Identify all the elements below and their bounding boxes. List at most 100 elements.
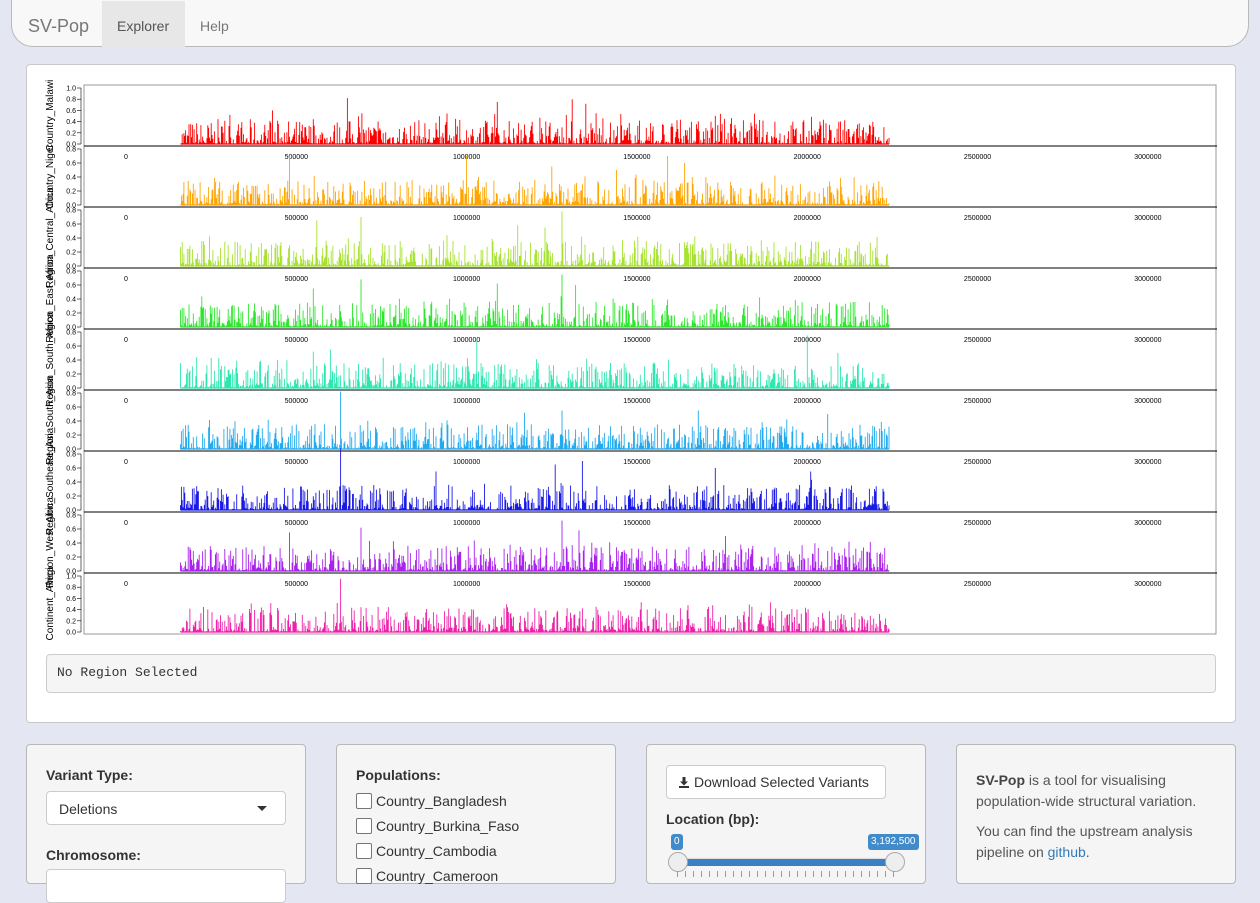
y-tick-label: 0.6 <box>66 344 76 351</box>
y-tick-label: 0.0 <box>66 386 76 393</box>
frequency-bars <box>180 448 890 510</box>
frequency-plot[interactable]: Country_Malawi 1.0 0.8 0.6 0.4 0.2 0.0 0 500000 1… <box>27 65 1235 645</box>
population-option[interactable]: Country_Cameroon <box>356 868 498 888</box>
population-option[interactable]: Country_Bangladesh <box>356 793 507 813</box>
y-tick-label: 0.4 <box>66 419 76 426</box>
y-tick-label: 0.4 <box>66 541 76 548</box>
x-tick-label: 0 <box>124 398 128 405</box>
x-tick-label: 500000 <box>285 459 308 466</box>
x-tick-label: 2500000 <box>964 154 991 161</box>
y-tick-label: 0.8 <box>66 97 76 104</box>
x-tick-label: 3000000 <box>1134 154 1161 161</box>
y-tick-label: 0.6 <box>66 222 76 229</box>
x-tick-label: 3000000 <box>1134 520 1161 527</box>
x-tick-label: 1000000 <box>453 215 480 222</box>
location-max-value: 3,192,500 <box>868 834 919 850</box>
panel-region-west-africa: Region_West_Africa 0.8 0.6 0.4 0.2 0.0 0 500000… <box>45 497 1217 588</box>
x-tick-label: 0 <box>124 215 128 222</box>
populations-label: Populations: <box>356 767 441 783</box>
y-tick-label: 0.4 <box>66 358 76 365</box>
population-option[interactable]: Country_Burkina_Faso <box>356 818 519 838</box>
y-tick-label: 1.0 <box>66 86 76 93</box>
variant-type-select[interactable]: Deletions <box>46 791 286 825</box>
x-tick-label: 1000000 <box>453 337 480 344</box>
tab-help[interactable]: Help <box>200 18 229 34</box>
x-tick-label: 1000000 <box>453 398 480 405</box>
github-link[interactable]: github <box>1047 844 1086 860</box>
y-tick-label: 0.6 <box>66 283 76 290</box>
y-tick-label: 0.8 <box>66 147 76 154</box>
x-tick-label: 1500000 <box>623 520 650 527</box>
x-tick-label: 2500000 <box>964 276 991 283</box>
checkbox[interactable] <box>356 793 372 809</box>
chromosome-label: Chromosome: <box>46 847 141 863</box>
x-tick-label: 2000000 <box>794 581 821 588</box>
panel-region-southeast-asia: Region_Southeast_Asia 0.8 0.6 0.4 0.2 0.0 0 500… <box>45 427 1217 535</box>
x-tick-label: 3000000 <box>1134 581 1161 588</box>
location-slider-range[interactable] <box>677 859 897 866</box>
y-tick-label: 0.6 <box>66 596 76 603</box>
y-tick-label: 0.2 <box>66 555 76 562</box>
y-tick-label: 0.0 <box>66 508 76 515</box>
y-tick-label: 0.0 <box>66 569 76 576</box>
variant-type-label: Variant Type: <box>46 767 133 783</box>
info-text: You can find the upstream analysis pipel… <box>976 823 1193 860</box>
y-tick-label: 0.0 <box>66 630 76 637</box>
x-tick-label: 500000 <box>285 398 308 405</box>
panel-country-malawi: Country_Malawi 1.0 0.8 0.6 0.4 0.2 0.0 0 500000 1… <box>45 80 1162 161</box>
y-tick-label: 0.2 <box>66 433 76 440</box>
info-brand: SV-Pop <box>976 772 1026 788</box>
y-axis-label: Region_West_Africa <box>45 497 56 588</box>
y-tick-label: 0.2 <box>66 311 76 318</box>
y-tick-label: 0.0 <box>66 203 76 210</box>
info-description: SV-Pop is a tool for visualising populat… <box>976 770 1221 812</box>
download-button[interactable]: Download Selected Variants <box>666 765 886 799</box>
checkbox[interactable] <box>356 818 372 834</box>
y-tick-label: 1.0 <box>66 574 76 581</box>
x-tick-label: 2500000 <box>964 520 991 527</box>
x-tick-label: 1500000 <box>623 398 650 405</box>
chromosome-select[interactable] <box>46 869 286 903</box>
frequency-bars <box>180 156 890 205</box>
tab-explorer[interactable]: Explorer <box>102 1 185 48</box>
x-tick-label: 2500000 <box>964 398 991 405</box>
x-tick-label: 2000000 <box>794 154 821 161</box>
info-text: . <box>1085 844 1090 860</box>
y-tick-label: 0.0 <box>66 447 76 454</box>
app-brand[interactable]: SV-Pop <box>28 16 90 36</box>
x-tick-label: 2500000 <box>964 459 991 466</box>
y-axis-label: Country_Niger <box>45 144 56 209</box>
panel-region-central-africa: Region_Central_Africa 0.8 0.6 0.4 0.2 0.0 0 500… <box>45 187 1217 288</box>
population-option[interactable]: Country_Cambodia <box>356 843 497 863</box>
x-tick-label: 3000000 <box>1134 337 1161 344</box>
slider-ticks <box>677 871 897 877</box>
checkbox[interactable] <box>356 843 372 859</box>
populations-panel: Populations: Country_Bangladesh Country_… <box>336 744 616 884</box>
y-axis-label: Region_South_Asia <box>45 376 56 465</box>
y-tick-label: 0.8 <box>66 452 76 459</box>
region-status: No Region Selected <box>46 654 1216 693</box>
x-tick-label: 1500000 <box>623 459 650 466</box>
x-tick-label: 1500000 <box>623 581 650 588</box>
y-tick-label: 0.6 <box>66 527 76 534</box>
frequency-bars <box>180 98 890 144</box>
location-slider-min-handle[interactable] <box>668 852 688 872</box>
y-tick-label: 0.4 <box>66 236 76 243</box>
download-label: Download Selected Variants <box>694 774 869 790</box>
plot-frame <box>83 84 1217 635</box>
x-tick-label: 3000000 <box>1134 459 1161 466</box>
y-tick-label: 0.4 <box>66 607 76 614</box>
variant-type-value: Deletions <box>59 801 118 817</box>
x-tick-label: 3000000 <box>1134 215 1161 222</box>
population-name: Country_Burkina_Faso <box>376 818 520 834</box>
y-tick-label: 0.8 <box>66 269 76 276</box>
checkbox[interactable] <box>356 868 372 884</box>
y-tick-label: 0.8 <box>66 391 76 398</box>
x-tick-label: 0 <box>124 154 128 161</box>
info-pipeline: You can find the upstream analysis pipel… <box>976 821 1221 863</box>
y-tick-label: 0.6 <box>66 466 76 473</box>
y-tick-label: 0.4 <box>66 480 76 487</box>
y-tick-label: 0.2 <box>66 494 76 501</box>
location-slider-max-handle[interactable] <box>885 852 905 872</box>
y-tick-label: 0.6 <box>66 405 76 412</box>
